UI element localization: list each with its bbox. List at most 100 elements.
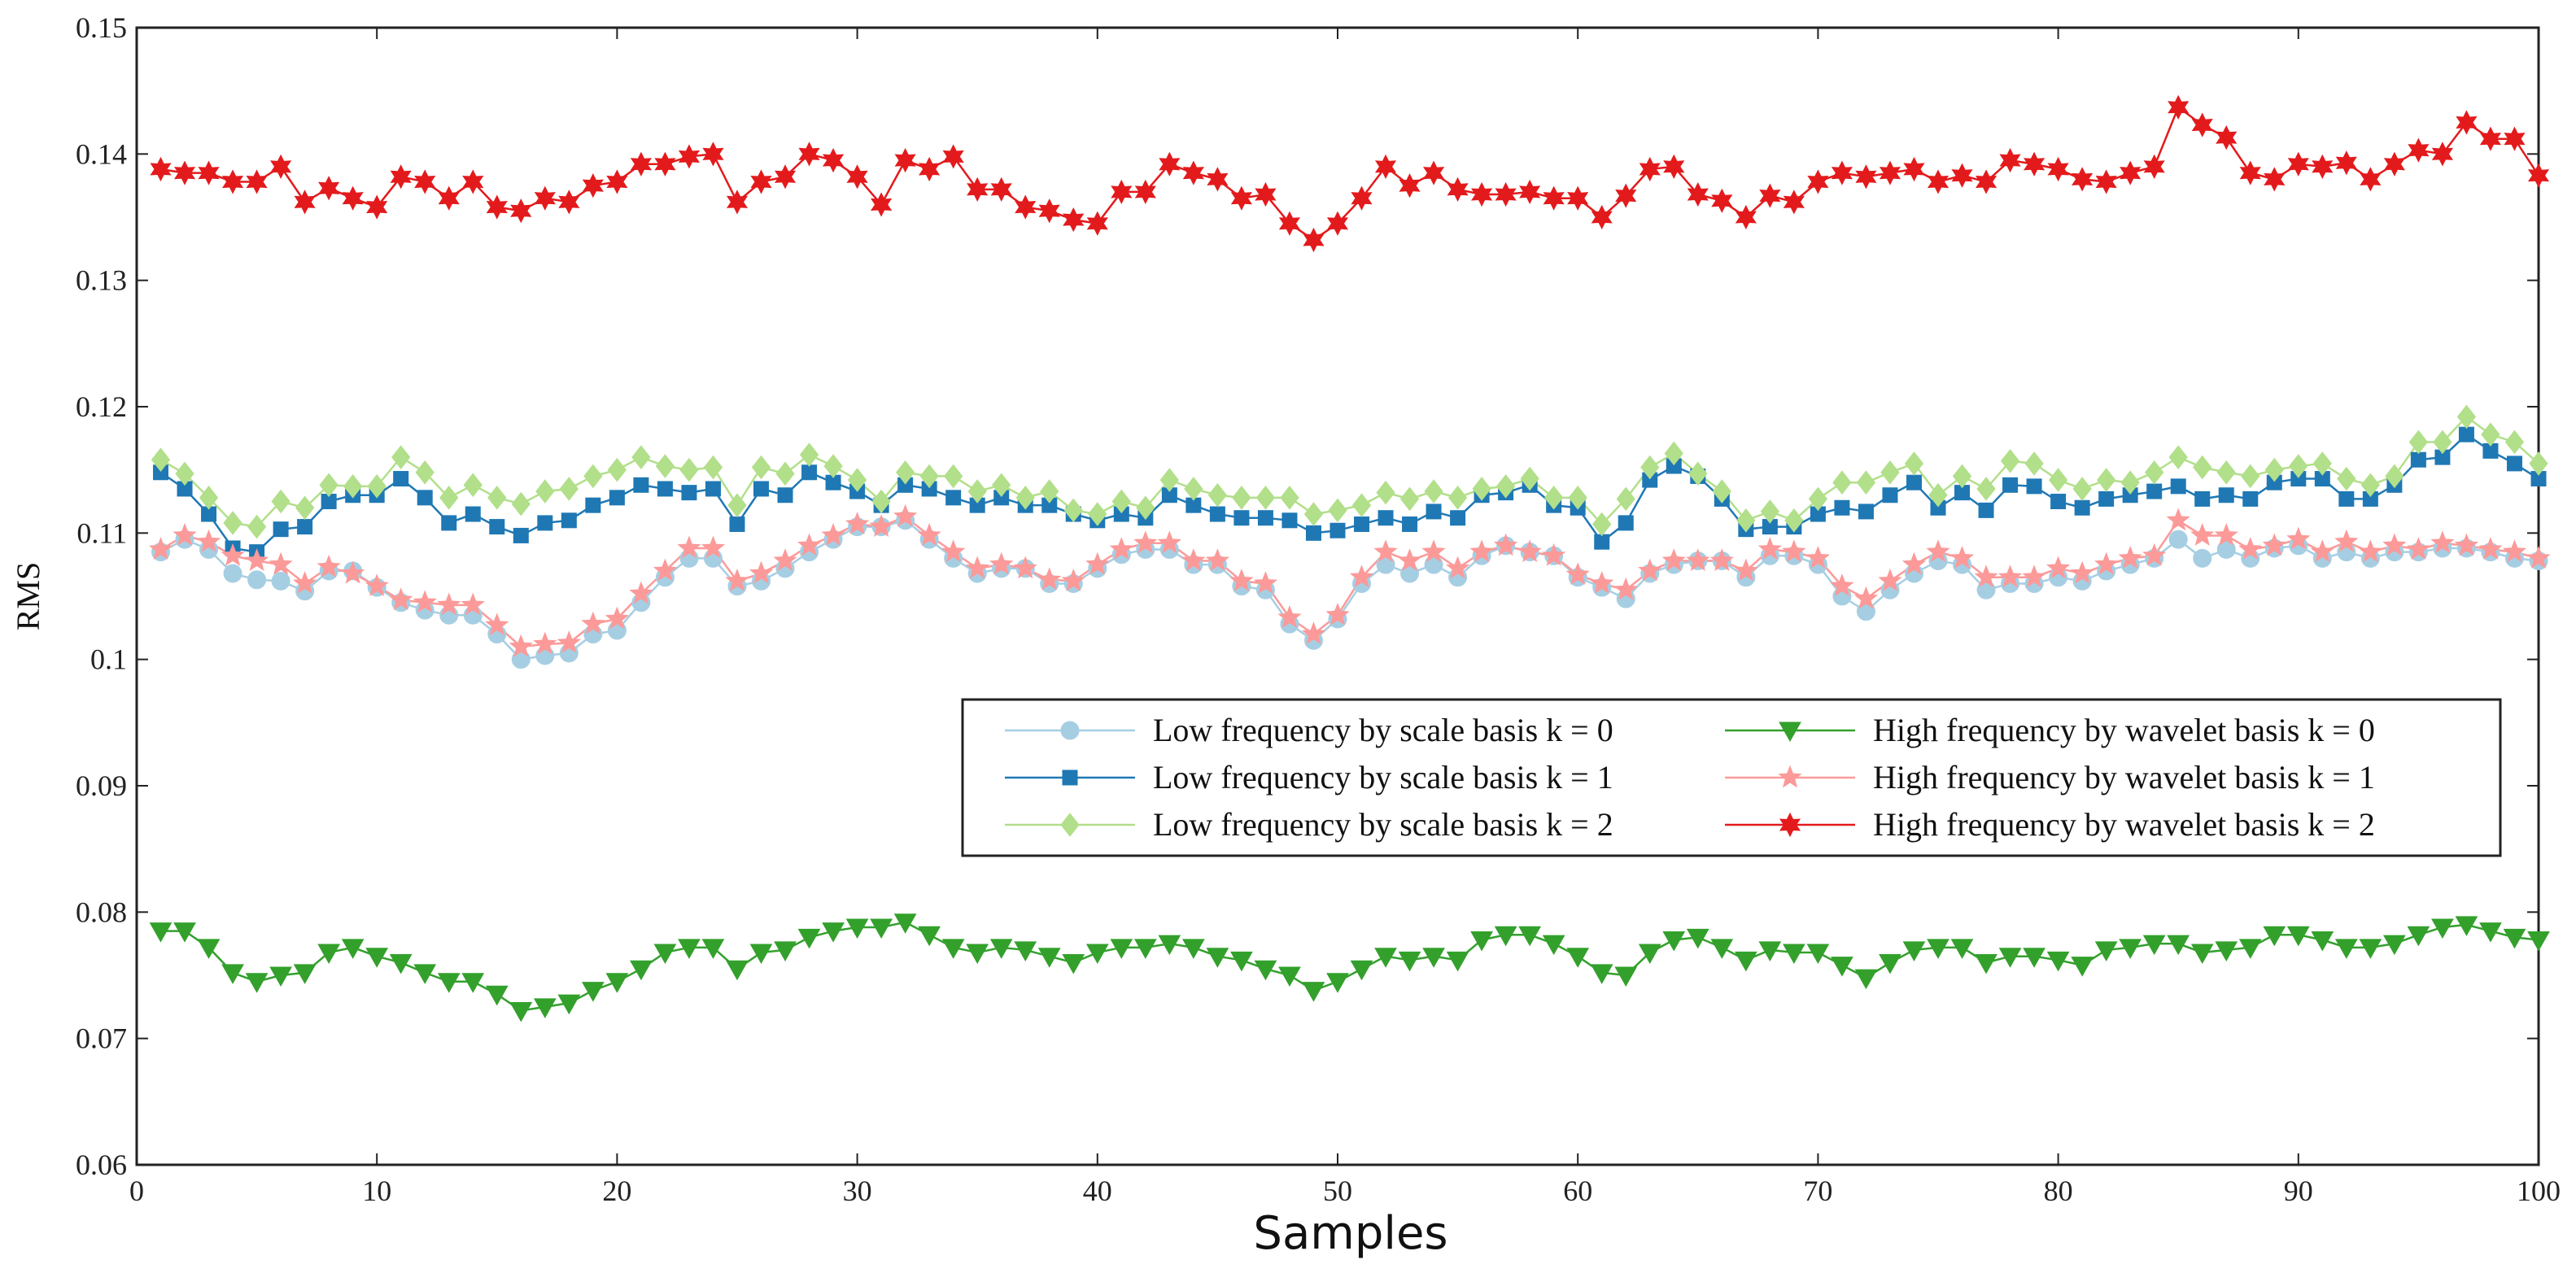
data-point-high-frequency-by-wavelet-basis-k-1	[1997, 565, 2023, 588]
data-point-low-frequency-by-scale-basis-k-2	[535, 479, 555, 504]
x-tick-label: 0	[129, 1175, 144, 1207]
data-point-low-frequency-by-scale-basis-k-1	[1594, 534, 1610, 550]
data-point-high-frequency-by-wavelet-basis-k-2	[366, 194, 388, 220]
data-point-low-frequency-by-scale-basis-k-2	[2193, 455, 2212, 480]
data-point-low-frequency-by-scale-basis-k-1	[393, 471, 409, 487]
data-point-high-frequency-by-wavelet-basis-k-0	[678, 939, 701, 959]
data-point-high-frequency-by-wavelet-basis-k-0	[2311, 931, 2334, 952]
data-point-high-frequency-by-wavelet-basis-k-1	[2238, 537, 2263, 560]
data-point-high-frequency-by-wavelet-basis-k-1	[1181, 548, 1206, 571]
data-point-high-frequency-by-wavelet-basis-k-2	[1951, 163, 1973, 188]
data-point-low-frequency-by-scale-basis-k-2	[1832, 470, 1852, 495]
x-tick-label: 50	[1323, 1175, 1352, 1207]
data-point-low-frequency-by-scale-basis-k-1	[681, 485, 697, 501]
data-point-high-frequency-by-wavelet-basis-k-0	[2238, 939, 2262, 959]
data-point-low-frequency-by-scale-basis-k-0	[271, 571, 290, 591]
y-tick-label: 0.12	[76, 390, 127, 423]
data-point-low-frequency-by-scale-basis-k-1	[2506, 456, 2522, 472]
data-point-high-frequency-by-wavelet-basis-k-1	[1205, 548, 1230, 571]
legend-marker	[1778, 765, 1802, 788]
data-point-low-frequency-by-scale-basis-k-2	[1736, 508, 1756, 533]
data-point-high-frequency-by-wavelet-basis-k-2	[919, 156, 941, 182]
data-point-high-frequency-by-wavelet-basis-k-2	[846, 164, 868, 190]
x-tick-label: 70	[1803, 1175, 1832, 1207]
data-point-low-frequency-by-scale-basis-k-1	[1834, 499, 1850, 516]
data-point-low-frequency-by-scale-basis-k-2	[2241, 464, 2260, 489]
data-point-low-frequency-by-scale-basis-k-2	[631, 445, 651, 469]
data-point-low-frequency-by-scale-basis-k-1	[2146, 483, 2163, 499]
data-point-low-frequency-by-scale-basis-k-2	[271, 489, 290, 514]
legend-items: Low frequency by scale basis k = 0 Low fr…	[1005, 712, 2375, 843]
data-point-high-frequency-by-wavelet-basis-k-1	[1926, 539, 1950, 563]
data-point-high-frequency-by-wavelet-basis-k-0	[1758, 941, 1782, 961]
data-point-high-frequency-by-wavelet-basis-k-0	[2286, 926, 2310, 947]
data-point-low-frequency-by-scale-basis-k-2	[703, 455, 723, 480]
data-point-high-frequency-by-wavelet-basis-k-2	[318, 176, 340, 201]
data-point-low-frequency-by-scale-basis-k-2	[1207, 482, 1228, 508]
data-point-high-frequency-by-wavelet-basis-k-0	[2455, 916, 2478, 936]
data-point-high-frequency-by-wavelet-basis-k-2	[1639, 156, 1661, 182]
data-point-high-frequency-by-wavelet-basis-k-2	[1422, 160, 1445, 185]
data-point-low-frequency-by-scale-basis-k-2	[1616, 486, 1635, 512]
data-point-high-frequency-by-wavelet-basis-k-1	[1157, 530, 1181, 554]
data-point-high-frequency-by-wavelet-basis-k-1	[485, 612, 509, 636]
data-point-high-frequency-by-wavelet-basis-k-2	[1855, 164, 1877, 190]
data-point-high-frequency-by-wavelet-basis-k-2	[1230, 185, 1253, 211]
data-point-low-frequency-by-scale-basis-k-2	[1159, 468, 1179, 492]
data-point-high-frequency-by-wavelet-basis-k-1	[1734, 558, 1758, 582]
data-point-high-frequency-by-wavelet-basis-k-2	[2047, 156, 2069, 182]
data-point-low-frequency-by-scale-basis-k-1	[2194, 490, 2211, 507]
data-point-high-frequency-by-wavelet-basis-k-2	[2312, 154, 2334, 179]
data-point-high-frequency-by-wavelet-basis-k-1	[172, 523, 197, 546]
data-point-high-frequency-by-wavelet-basis-k-1	[1109, 537, 1133, 560]
data-point-high-frequency-by-wavelet-basis-k-1	[1830, 573, 1854, 597]
data-point-high-frequency-by-wavelet-basis-k-0	[726, 960, 749, 981]
y-axis-title: RMS	[10, 562, 46, 631]
data-point-low-frequency-by-scale-basis-k-2	[391, 445, 411, 469]
x-tick-label: 100	[2517, 1175, 2561, 1207]
data-point-high-frequency-by-wavelet-basis-k-0	[173, 922, 196, 943]
data-point-high-frequency-by-wavelet-basis-k-0	[1518, 926, 1542, 947]
data-point-high-frequency-by-wavelet-basis-k-2	[1182, 160, 1204, 185]
data-point-high-frequency-by-wavelet-basis-k-2	[462, 169, 484, 194]
data-point-high-frequency-by-wavelet-basis-k-2	[678, 144, 701, 169]
data-point-low-frequency-by-scale-basis-k-2	[871, 489, 891, 514]
data-point-high-frequency-by-wavelet-basis-k-0	[2167, 935, 2190, 956]
data-point-high-frequency-by-wavelet-basis-k-1	[2406, 537, 2431, 560]
data-point-low-frequency-by-scale-basis-k-2	[1376, 480, 1395, 505]
data-point-low-frequency-by-scale-basis-k-2	[415, 460, 434, 485]
data-point-high-frequency-by-wavelet-basis-k-0	[2023, 948, 2046, 968]
data-point-low-frequency-by-scale-basis-k-1	[753, 481, 770, 497]
data-point-high-frequency-by-wavelet-basis-k-1	[725, 568, 749, 591]
legend-label: High frequency by wavelet basis k = 0	[1873, 712, 2375, 748]
data-point-low-frequency-by-scale-basis-k-2	[775, 461, 795, 486]
data-point-high-frequency-by-wavelet-basis-k-2	[1471, 181, 1493, 207]
data-point-low-frequency-by-scale-basis-k-1	[2218, 487, 2234, 504]
data-point-high-frequency-by-wavelet-basis-k-2	[246, 169, 268, 194]
data-point-high-frequency-by-wavelet-basis-k-2	[1615, 183, 1637, 208]
data-point-high-frequency-by-wavelet-basis-k-2	[1783, 190, 1805, 215]
x-tick-label: 20	[602, 1175, 631, 1207]
data-point-high-frequency-by-wavelet-basis-k-2	[1495, 181, 1517, 207]
data-point-high-frequency-by-wavelet-basis-k-0	[389, 953, 413, 974]
data-point-high-frequency-by-wavelet-basis-k-0	[1710, 939, 1734, 959]
data-point-low-frequency-by-scale-basis-k-1	[1426, 504, 1442, 520]
data-point-low-frequency-by-scale-basis-k-2	[1640, 455, 1660, 480]
data-point-high-frequency-by-wavelet-basis-k-0	[1037, 948, 1061, 968]
data-point-high-frequency-by-wavelet-basis-k-1	[1397, 548, 1422, 571]
data-point-high-frequency-by-wavelet-basis-k-1	[244, 548, 269, 571]
data-point-high-frequency-by-wavelet-basis-k-1	[389, 587, 413, 611]
data-point-high-frequency-by-wavelet-basis-k-0	[317, 944, 341, 965]
data-point-high-frequency-by-wavelet-basis-k-1	[317, 554, 341, 578]
data-point-low-frequency-by-scale-basis-k-2	[1399, 486, 1420, 512]
data-point-low-frequency-by-scale-basis-k-1	[2458, 426, 2474, 442]
data-point-high-frequency-by-wavelet-basis-k-0	[1230, 951, 1253, 972]
data-point-low-frequency-by-scale-basis-k-1	[2002, 477, 2019, 493]
data-point-high-frequency-by-wavelet-basis-k-1	[1974, 565, 1998, 588]
data-point-low-frequency-by-scale-basis-k-2	[799, 442, 819, 467]
series-line-high-frequency-by-wavelet-basis-k-0	[160, 921, 2539, 1012]
data-point-high-frequency-by-wavelet-basis-k-2	[1447, 177, 1469, 202]
data-point-low-frequency-by-scale-basis-k-1	[1354, 516, 1370, 532]
data-point-high-frequency-by-wavelet-basis-k-1	[1494, 533, 1518, 556]
